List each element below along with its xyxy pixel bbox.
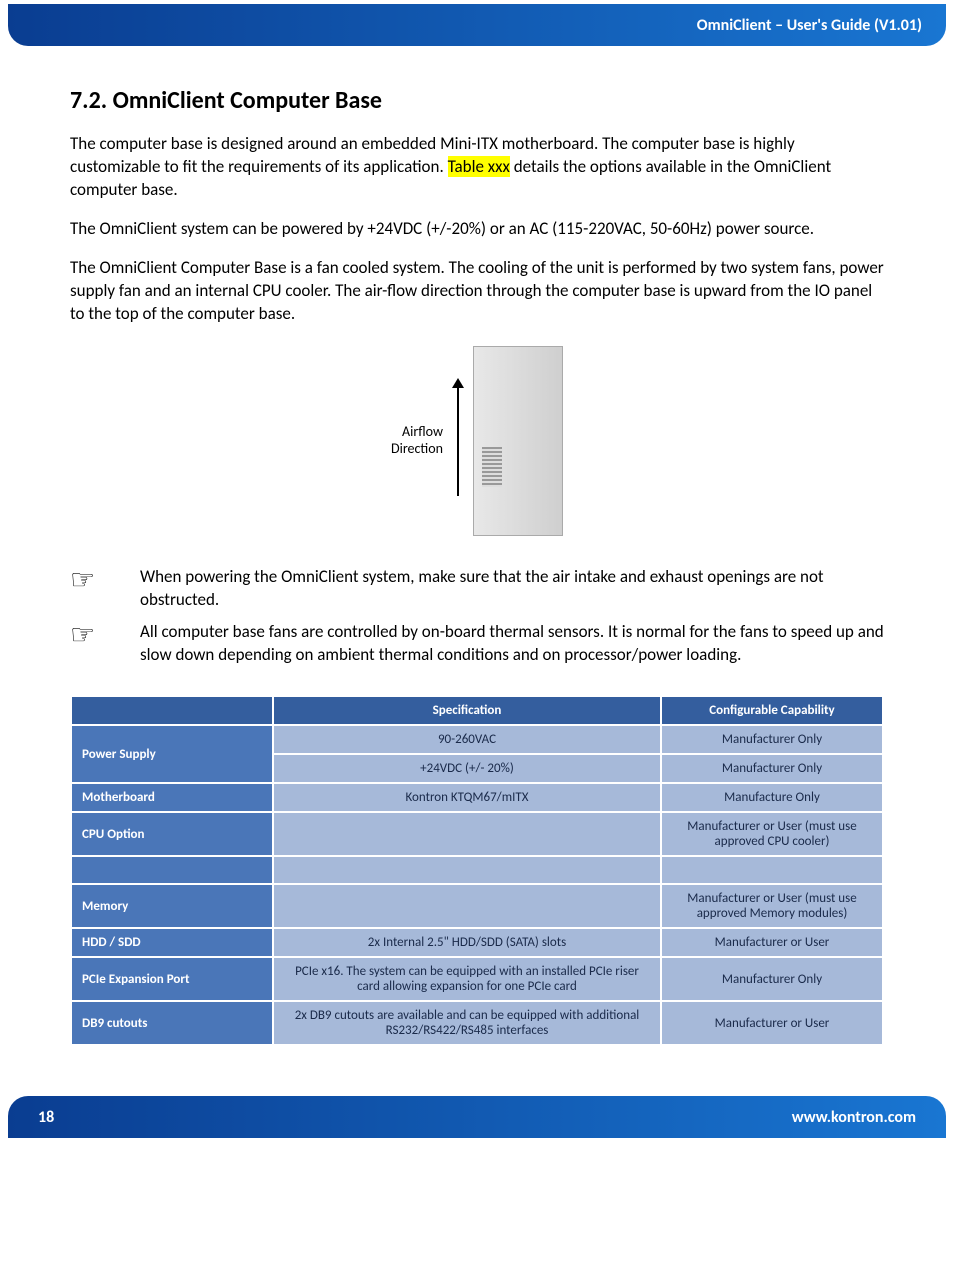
cell-cap: Manufacturer or User (must use approved …	[662, 813, 882, 855]
row-label-motherboard: Motherboard	[72, 784, 272, 811]
cell-cap: Manufacturer or User (must use approved …	[662, 885, 882, 927]
table-row: Power Supply 90-260VAC Manufacturer Only	[72, 726, 882, 753]
airflow-label-line1: Airflow	[402, 423, 443, 440]
cell-spec: Kontron KTQM67/mITX	[274, 784, 660, 811]
airflow-label-line2: Direction	[391, 440, 443, 457]
row-label-cpu-option: CPU Option	[72, 813, 272, 855]
table-row: DB9 cutouts 2x DB9 cutouts are available…	[72, 1002, 882, 1044]
cell-cap: Manufacturer or User	[662, 929, 882, 956]
cell-cap: Manufacturer Only	[662, 958, 882, 1000]
pointing-hand-icon: ☞	[70, 566, 110, 594]
footer-url: www.kontron.com	[792, 1108, 916, 1127]
table-header-spec: Specification	[274, 697, 660, 724]
header-title: OmniClient – User's Guide (V1.01)	[697, 16, 922, 35]
row-label-power-supply: Power Supply	[72, 726, 272, 782]
cell-spec	[274, 857, 660, 883]
page-header: OmniClient – User's Guide (V1.01)	[8, 4, 946, 46]
p1-highlight: Table xxx	[448, 156, 510, 177]
section-number: 7.2.	[70, 86, 107, 115]
table-header-cap: Configurable Capability	[662, 697, 882, 724]
cell-spec: 2x DB9 cutouts are available and can be …	[274, 1002, 660, 1044]
row-label-hdd-sdd: HDD / SDD	[72, 929, 272, 956]
page-content: 7.2. OmniClient Computer Base The comput…	[0, 46, 954, 1076]
spec-table: Specification Configurable Capability Po…	[70, 695, 884, 1046]
page-footer: 18 www.kontron.com	[8, 1096, 946, 1138]
table-row: PCIe Expansion Port PCIe x16. The system…	[72, 958, 882, 1000]
table-header-blank	[72, 697, 272, 724]
cell-cap	[662, 857, 882, 883]
section-title: OmniClient Computer Base	[113, 86, 382, 115]
cell-spec	[274, 885, 660, 927]
cell-cap: Manufacturer or User	[662, 1002, 882, 1044]
cell-spec: PCIe x16. The system can be equipped wit…	[274, 958, 660, 1000]
device-image-placeholder	[473, 346, 563, 536]
row-label-pcie: PCIe Expansion Port	[72, 958, 272, 1000]
cell-cap: Manufacturer Only	[662, 755, 882, 782]
note-2: ☞ All computer base fans are controlled …	[70, 621, 884, 667]
cell-spec: +24VDC (+/- 20%)	[274, 755, 660, 782]
cell-spec: 90-260VAC	[274, 726, 660, 753]
table-row: Motherboard Kontron KTQM67/mITX Manufact…	[72, 784, 882, 811]
section-heading: 7.2. OmniClient Computer Base	[70, 86, 884, 115]
row-label-empty	[72, 857, 272, 883]
row-label-db9: DB9 cutouts	[72, 1002, 272, 1044]
page-number: 18	[38, 1108, 54, 1127]
table-header-row: Specification Configurable Capability	[72, 697, 882, 724]
airflow-figure: Airflow Direction	[70, 346, 884, 536]
note-1: ☞ When powering the OmniClient system, m…	[70, 566, 884, 612]
cell-spec	[274, 813, 660, 855]
cell-cap: Manufacture Only	[662, 784, 882, 811]
cell-cap: Manufacturer Only	[662, 726, 882, 753]
pointing-hand-icon: ☞	[70, 621, 110, 649]
paragraph-3: The OmniClient Computer Base is a fan co…	[70, 257, 884, 326]
cell-spec: 2x Internal 2.5" HDD/SDD (SATA) slots	[274, 929, 660, 956]
table-row: CPU Option Manufacturer or User (must us…	[72, 813, 882, 855]
note-2-text: All computer base fans are controlled by…	[140, 621, 884, 667]
paragraph-2: The OmniClient system can be powered by …	[70, 218, 884, 241]
table-row-empty	[72, 857, 882, 883]
paragraph-1: The computer base is designed around an …	[70, 133, 884, 202]
table-row: HDD / SDD 2x Internal 2.5" HDD/SDD (SATA…	[72, 929, 882, 956]
arrow-up-icon	[457, 386, 459, 496]
airflow-label: Airflow Direction	[391, 424, 443, 458]
row-label-memory: Memory	[72, 885, 272, 927]
note-1-text: When powering the OmniClient system, mak…	[140, 566, 884, 612]
table-row: Memory Manufacturer or User (must use ap…	[72, 885, 882, 927]
